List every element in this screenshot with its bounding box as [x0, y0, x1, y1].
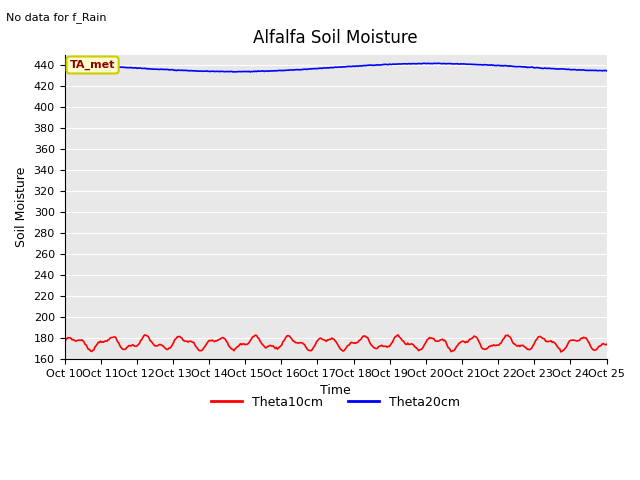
Title: Alfalfa Soil Moisture: Alfalfa Soil Moisture [253, 29, 418, 48]
Text: TA_met: TA_met [70, 60, 115, 70]
Text: No data for f_Rain: No data for f_Rain [6, 12, 107, 23]
Y-axis label: Soil Moisture: Soil Moisture [15, 167, 28, 247]
Legend: Theta10cm, Theta20cm: Theta10cm, Theta20cm [206, 391, 465, 414]
X-axis label: Time: Time [320, 384, 351, 397]
